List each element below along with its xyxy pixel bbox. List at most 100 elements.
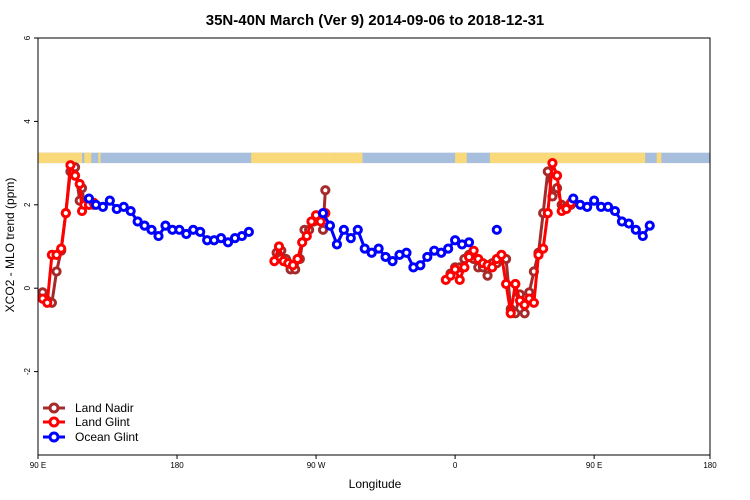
data-point-ocean-glint [568,193,579,204]
land-band-segment [455,152,467,164]
data-point-ocean-glint [436,247,447,258]
data-point-ocean-glint [373,243,384,254]
data-point-land-glint [297,237,308,248]
data-point-ocean-glint [125,205,136,217]
data-point-land-glint [301,230,312,242]
data-point-ocean-glint [97,201,108,212]
data-point-ocean-glint [345,233,356,244]
data-point-ocean-glint [491,224,502,235]
data-point-ocean-glint [401,247,412,258]
data-point-ocean-glint [236,230,248,242]
data-point-land-glint [533,249,544,260]
land-band-segment [656,152,662,164]
legend-entry-land-glint: Land Glint [43,415,130,429]
data-point-ocean-glint [83,193,95,204]
data-point-ocean-glint [132,216,143,227]
x-axis: 90 E 180 90 W 0 90 E 180 [30,455,717,470]
data-point-ocean-glint [324,220,336,231]
data-point-land-glint [519,299,530,310]
land-band-segment [489,152,646,164]
land-band-segment [334,152,363,164]
data-point-land-glint [528,297,539,308]
data-point-ocean-glint [181,228,192,240]
y-axis-label: XCO2 - MLO trend (ppm) [3,178,17,313]
data-point-ocean-glint [623,218,634,229]
land-band-segment [84,152,92,164]
land-band-segment [98,152,101,164]
data-point-ocean-glint [637,230,648,242]
data-point-land-glint [65,160,76,171]
data-point-ocean-glint [352,224,363,235]
data-point-land-nadir [317,224,329,235]
land-band-segment [251,152,335,164]
data-point-ocean-glint [602,201,614,212]
data-point-ocean-glint [359,243,370,254]
data-point-land-glint [500,278,512,290]
data-point-ocean-glint [160,220,171,231]
data-point-land-glint [269,255,280,267]
data-point-ocean-glint [380,251,391,263]
data-point-land-glint [463,251,475,263]
data-point-land-glint [69,170,81,181]
data-point-ocean-glint [195,226,206,238]
y-tick-label: 2 [23,202,32,207]
ocean-band [38,152,710,164]
series-ocean-glint [83,193,655,273]
legend-label-ocean-glint: Ocean Glint [75,430,139,444]
data-point-ocean-glint [331,239,343,250]
data-point-land-glint [468,245,479,256]
data-point-land-glint [292,253,303,265]
legend-marker-land-nadir [48,402,60,414]
data-point-ocean-glint [146,224,157,235]
x-axis-label: Longitude [349,477,402,491]
x-tick-label: 90 E [586,461,602,470]
y-tick-label: 4 [23,119,32,124]
data-point-land-glint [42,297,53,308]
data-point-land-glint [450,264,461,275]
data-point-ocean-glint [317,208,329,219]
data-point-ocean-glint [387,255,398,267]
land-ocean-band [38,152,710,164]
legend-marker-ocean-glint [48,431,60,443]
plot-frame [37,37,711,456]
data-point-ocean-glint [153,230,164,242]
data-point-land-nadir [51,266,62,277]
data-point-ocean-glint [582,201,593,212]
data-point-land-glint [547,158,558,169]
data-point-ocean-glint [443,243,454,254]
data-point-ocean-glint [630,224,641,235]
y-tick-label: -2 [23,367,32,375]
data-point-land-glint [510,278,521,290]
data-point-land-glint [306,216,317,227]
x-tick-label: 90 E [30,461,46,470]
data-point-ocean-glint [118,201,129,212]
data-point-ocean-glint [104,195,115,206]
data-point-land-glint [538,243,549,254]
data-point-ocean-glint [139,220,150,231]
data-point-ocean-glint [338,224,349,235]
data-point-ocean-glint [366,247,377,258]
data-point-land-glint [496,249,507,260]
data-point-land-glint [561,203,572,215]
data-point-ocean-glint [415,260,426,271]
data-point-ocean-glint [174,224,185,235]
data-point-land-glint [454,274,465,285]
data-point-ocean-glint [450,235,461,246]
data-point-land-nadir [482,270,493,281]
data-point-ocean-glint [222,237,234,248]
data-point-land-nadir [519,308,530,319]
data-point-land-glint [74,178,85,190]
data-point-land-glint [459,262,470,273]
data-point-land-nadir [320,185,331,196]
legend-entry-land-nadir: Land Nadir [43,401,134,415]
legend-entry-ocean-glint: Ocean Glint [43,430,139,444]
x-tick-label: 90 W [307,461,326,470]
legend-label-land-glint: Land Glint [75,415,130,429]
series-layer [37,158,655,319]
legend-label-land-nadir: Land Nadir [75,401,134,415]
y-tick-label: 6 [23,35,32,40]
data-point-land-glint [505,308,516,319]
data-point-ocean-glint [243,226,254,238]
data-point-land-glint [56,243,67,254]
